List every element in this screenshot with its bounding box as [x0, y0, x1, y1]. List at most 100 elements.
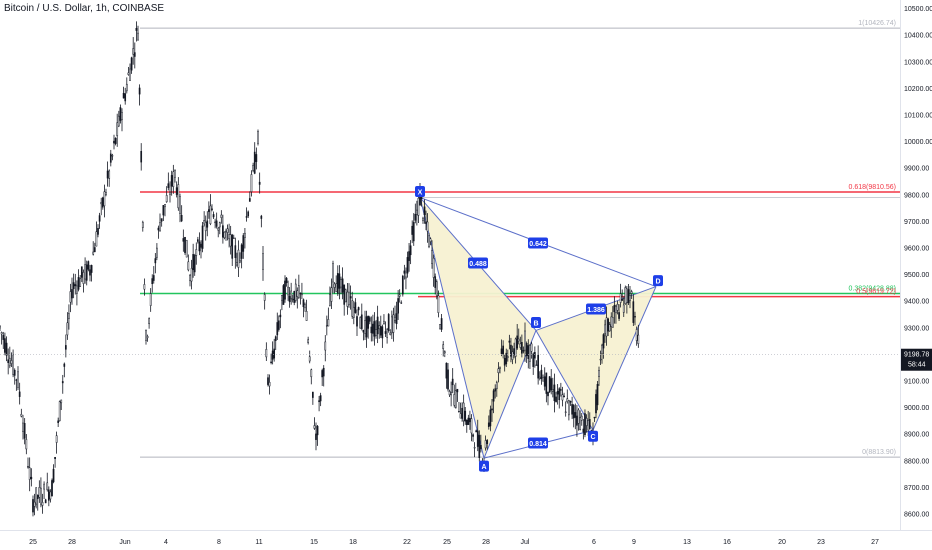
candle-body: [532, 353, 535, 367]
candle-body: [579, 417, 581, 431]
price-tag: 9198.78 58:44: [0, 348, 932, 371]
candle-body: [551, 389, 554, 392]
candle: [61, 374, 64, 394]
candle: [229, 225, 232, 255]
candle: [277, 315, 280, 332]
candle-body: [296, 290, 299, 297]
candle: [159, 213, 161, 232]
candle: [532, 352, 535, 375]
candle-body: [425, 221, 427, 224]
candle: [379, 315, 382, 339]
candle-body: [525, 343, 528, 356]
candle: [182, 229, 185, 252]
candle-body: [165, 195, 168, 203]
candle-body: [437, 295, 440, 313]
y-tick-10300: 10300.00: [904, 59, 932, 66]
candle-body: [387, 314, 390, 332]
candle-body: [607, 318, 609, 332]
candle-body: [476, 430, 479, 447]
candle-body: [571, 404, 573, 415]
candle: [231, 233, 234, 266]
candle-body: [87, 261, 90, 270]
candle: [209, 194, 212, 226]
candle: [577, 408, 580, 431]
candle: [409, 240, 412, 265]
point-d-bg: [653, 275, 663, 287]
candle-body: [72, 282, 75, 290]
candle-body: [440, 318, 443, 330]
candle-body: [141, 221, 144, 228]
candle: [308, 350, 311, 364]
candle-body: [23, 423, 26, 439]
candle: [204, 215, 207, 241]
candle: [258, 172, 261, 194]
candle: [217, 226, 220, 238]
candle: [119, 104, 122, 124]
candle: [108, 169, 111, 187]
candle: [310, 368, 313, 385]
point-c-text: C: [590, 434, 595, 441]
candle: [84, 257, 86, 284]
candle: [611, 306, 614, 328]
candle: [206, 211, 209, 237]
candle: [129, 63, 131, 81]
candle: [187, 254, 190, 272]
candle-body: [260, 215, 263, 219]
candle-body: [467, 417, 470, 425]
candle: [416, 200, 418, 226]
candle: [456, 388, 459, 402]
candle-body: [566, 398, 569, 403]
ratio-ac-bg: [528, 437, 548, 449]
candle: [38, 480, 41, 503]
candle: [36, 494, 39, 511]
candle: [375, 320, 377, 339]
candle: [0, 324, 1, 331]
candle-body: [106, 170, 109, 179]
candle-body: [25, 439, 28, 450]
candle: [475, 429, 478, 433]
x-tick-5: 11: [255, 539, 262, 546]
y-tick-9800: 9800.00: [904, 192, 929, 199]
candle-body: [271, 350, 274, 360]
candle-body: [5, 342, 8, 356]
time-axis: 25 28 Jun 4 8 11 15 18 22 25 28 Jul 6 9 13 16 20 23 27: [0, 531, 932, 550]
candle: [508, 334, 511, 350]
y-tick-10400: 10400.00: [904, 33, 932, 40]
candle-body: [341, 278, 344, 293]
candle: [185, 239, 188, 258]
candle-body: [192, 254, 194, 271]
candle-body: [82, 272, 85, 284]
candle-body: [602, 334, 605, 349]
candle: [630, 289, 633, 299]
candle: [208, 201, 210, 219]
candle: [359, 316, 362, 329]
candle: [12, 349, 14, 378]
candle-body: [47, 489, 50, 501]
ratio-ac-text: 0.814: [529, 441, 547, 448]
candle: [414, 203, 417, 224]
candle: [103, 184, 106, 218]
candle-body: [558, 388, 561, 401]
candle-body: [561, 394, 564, 401]
candle: [138, 84, 141, 106]
candle-body: [519, 343, 522, 348]
candle: [458, 401, 460, 413]
candle: [135, 21, 138, 42]
candle-body: [535, 364, 538, 366]
candle-body: [2, 335, 5, 340]
candle: [80, 266, 83, 283]
candle: [637, 324, 640, 348]
candle-body: [236, 262, 238, 266]
candle-body: [568, 400, 570, 416]
candle-body: [379, 326, 382, 336]
candle: [305, 299, 308, 321]
candle-body: [10, 360, 13, 364]
candle-body: [248, 198, 251, 202]
candle: [327, 307, 330, 327]
candle: [89, 264, 91, 282]
candle-body: [516, 335, 519, 349]
candle: [525, 341, 528, 363]
candle: [109, 149, 112, 167]
price-axis-divider: [900, 0, 901, 530]
